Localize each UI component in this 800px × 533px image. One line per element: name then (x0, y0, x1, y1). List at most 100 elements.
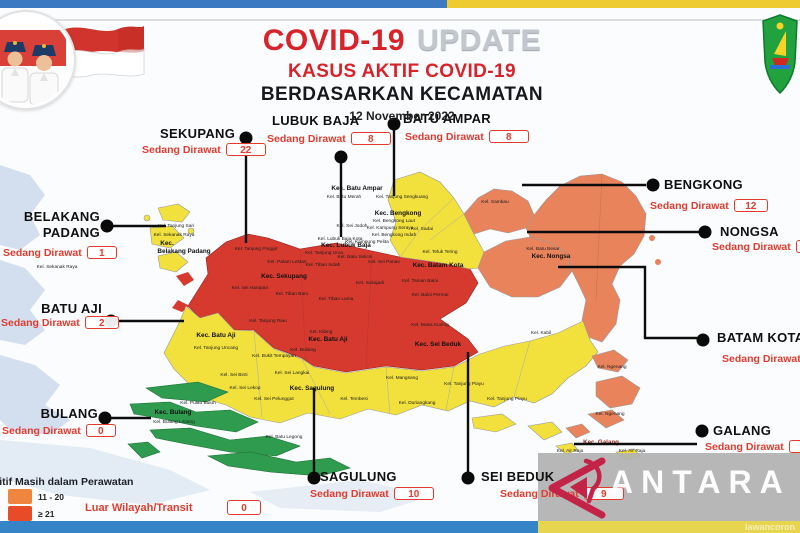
svg-text:Kel. Tanjung Riau: Kel. Tanjung Riau (249, 318, 287, 324)
case-count: 1 (795, 240, 800, 253)
svg-text:Kel. Muka Kuning: Kel. Muka Kuning (411, 322, 449, 328)
svg-text:Kel. Pulau Buluh: Kel. Pulau Buluh (180, 400, 216, 406)
svg-text:Kel. Sei Langkai: Kel. Sei Langkai (275, 370, 310, 376)
status-label: Sedang Dirawat (2, 424, 81, 437)
svg-text:Kel. Buliang: Kel. Buliang (290, 347, 316, 353)
antara-logo-icon (548, 457, 606, 519)
distant-islands (0, 165, 432, 512)
svg-text:Kec. Batu Aji: Kec. Batu Aji (308, 336, 347, 343)
svg-text:Kec. Nongsa: Kec. Nongsa (532, 253, 571, 260)
svg-text:Kec.: Kec. (160, 240, 174, 247)
svg-text:Kel. Duriangkang: Kel. Duriangkang (399, 400, 436, 406)
case-count: 1 (86, 246, 117, 259)
svg-text:Kel. Tanjung Uncang: Kel. Tanjung Uncang (194, 345, 239, 351)
svg-text:Kel. Teluk Tering: Kel. Teluk Tering (422, 249, 457, 255)
svg-text:Kel. Tanjung Piayu: Kel. Tanjung Piayu (487, 396, 527, 402)
svg-text:Kel. Tanjung Uma: Kel. Tanjung Uma (305, 250, 343, 256)
status-label: Sedang Dirawat (712, 240, 791, 253)
svg-text:Kel. Sei Binti: Kel. Sei Binti (220, 372, 247, 378)
svg-text:Kel. Tanjung Pinggir: Kel. Tanjung Pinggir (235, 246, 278, 252)
svg-text:Kel. Batu Selicin: Kel. Batu Selicin (338, 254, 373, 260)
bottom-strip-blue (0, 521, 540, 533)
svg-text:Kec. Galang: Kec. Galang (583, 439, 619, 446)
subtitle2: BERDASARKAN KECAMATAN (260, 84, 544, 105)
transit-label: Luar Wilayah/Transit (85, 502, 193, 514)
svg-text:Kel. Bukit Tempayan: Kel. Bukit Tempayan (252, 353, 296, 359)
svg-text:Kec. Sei Beduk: Kec. Sei Beduk (415, 341, 462, 348)
case-count: 8 (488, 130, 529, 143)
svg-text:Kel. Taman Baloi: Kel. Taman Baloi (402, 278, 438, 284)
svg-text:Kel. Bengkong Indah: Kel. Bengkong Indah (372, 232, 417, 238)
svg-text:Kel. Tanjung Sengkuang: Kel. Tanjung Sengkuang (376, 194, 428, 200)
district-name: SAGULUNG (320, 469, 397, 484)
status-label: Sedang Dirawat (705, 440, 784, 453)
region-belakang-padang (143, 203, 195, 273)
transit-count: 0 (227, 500, 261, 515)
legend-range-label: ≥ 21 (38, 509, 55, 519)
svg-text:Kec. Sekupang: Kec. Sekupang (261, 273, 307, 280)
district-name: BENGKONG (664, 177, 743, 192)
svg-text:Kel. Sei Jodoh: Kel. Sei Jodoh (337, 223, 368, 229)
status-label: Sedang Dirawat (722, 352, 800, 365)
svg-text:Kel. Tiban Baru: Kel. Tiban Baru (276, 291, 309, 297)
case-count: 1 (788, 440, 800, 453)
status-label: Sedang Dirawat (310, 487, 389, 500)
status-label: Sedang Dirawat (650, 199, 729, 212)
district-name: BATAM KOTA (717, 330, 800, 345)
svg-text:Kel. Tanjung Piayu: Kel. Tanjung Piayu (444, 381, 484, 387)
district-name: GALANG (713, 423, 772, 438)
legend-title: Positif Masih dalam Perawatan (0, 476, 134, 488)
status-label: Sedang Dirawat (3, 246, 82, 259)
svg-text:Kel. Kampung Pelita: Kel. Kampung Pelita (345, 239, 389, 245)
svg-text:Kel. Batu Merah: Kel. Batu Merah (327, 194, 362, 200)
svg-text:Kel. Sekanak Raya: Kel. Sekanak Raya (154, 232, 195, 238)
svg-text:Kel. Sekanak Raya: Kel. Sekanak Raya (37, 264, 78, 270)
legend-swatch-orange (8, 489, 32, 504)
district-name: LUBUK BAJA (272, 113, 360, 128)
svg-text:Kec. Batu Aji: Kec. Batu Aji (196, 332, 235, 339)
main-title: COVID-19 UPDATE (262, 24, 542, 57)
svg-text:Kel. Sambau: Kel. Sambau (481, 199, 509, 205)
district-name: SEKUPANG (160, 126, 236, 141)
svg-text:Kel. Mangsang: Kel. Mangsang (386, 375, 418, 381)
svg-text:Kec. Batu Ampar: Kec. Batu Ampar (331, 185, 383, 192)
svg-text:Kel. Sadai: Kel. Sadai (411, 226, 433, 232)
header: COVID-19 UPDATE KASUS AKTIF COVID-19 BER… (198, 24, 606, 123)
svg-text:Kel. Ngenang: Kel. Ngenang (595, 411, 624, 417)
status-label: Sedang Dirawat (142, 143, 221, 156)
case-count: 2 (84, 316, 119, 329)
svg-text:Kel. Bengkong Laut: Kel. Bengkong Laut (373, 218, 416, 224)
report-date: 12 November 2022 (349, 109, 455, 123)
bottom-strip-yellow: lawancoron (538, 521, 800, 533)
legend-range-label: 11 - 20 (38, 492, 64, 502)
svg-text:Kel. Sukajadi: Kel. Sukajadi (356, 280, 384, 286)
svg-text:Kel. Batu Besar: Kel. Batu Besar (526, 246, 560, 252)
district-name: BULANG (40, 406, 98, 421)
case-count: 12 (733, 199, 768, 212)
region-galang (565, 349, 641, 439)
indonesia-flag (61, 26, 145, 78)
svg-text:Kec. Bulang: Kec. Bulang (155, 409, 192, 416)
district-name: BELAKANG PADANG (23, 209, 100, 240)
svg-text:Kec. Lubuk Baja: Kec. Lubuk Baja (321, 242, 371, 249)
region-bengkong (463, 188, 535, 235)
svg-text:Kel. Tiban Lama: Kel. Tiban Lama (319, 296, 354, 302)
legend-swatch-red (8, 506, 32, 521)
svg-text:Kel. Kibing: Kel. Kibing (310, 329, 333, 335)
subtitle: KASUS AKTIF COVID-19 (288, 61, 516, 82)
case-count: 10 (393, 487, 434, 500)
batam-city-crest (762, 14, 798, 94)
header-divider (0, 19, 800, 21)
svg-text:Kel. Tanjung Sari: Kel. Tanjung Sari (158, 223, 194, 229)
svg-text:Kec. Batam Kota: Kec. Batam Kota (413, 262, 464, 269)
district-name: NONGSA (720, 224, 779, 239)
svg-text:Kel. Sei Panas: Kel. Sei Panas (368, 259, 400, 265)
officials-badge (0, 10, 76, 110)
svg-text:Kel. Tiban Indah: Kel. Tiban Indah (306, 262, 341, 268)
status-label: Sedang Dirawat (405, 130, 484, 143)
district-name: BATU AMPAR (403, 111, 491, 126)
svg-text:Kel. Sei Harapan: Kel. Sei Harapan (232, 285, 269, 291)
svg-text:Kec. Bengkong: Kec. Bengkong (375, 210, 422, 217)
topbar-yellow (447, 0, 800, 8)
